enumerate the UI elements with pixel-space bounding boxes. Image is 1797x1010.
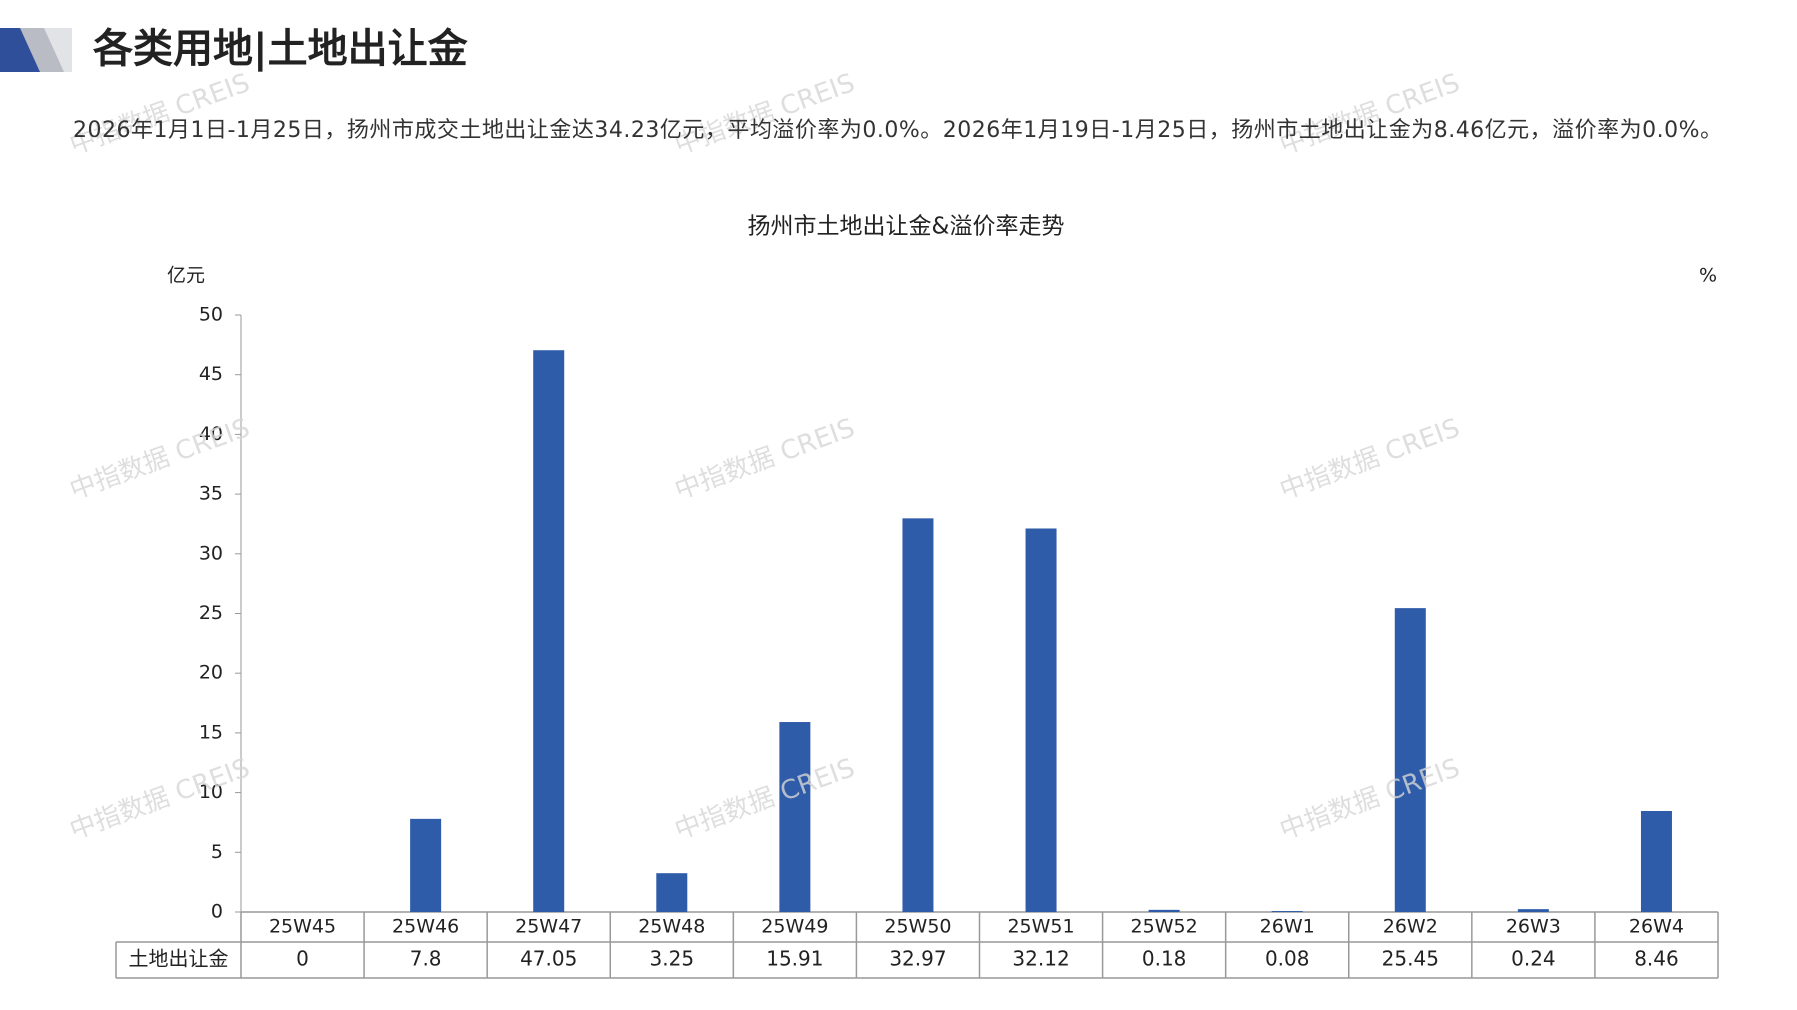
y-tick-label: 50: [199, 304, 223, 326]
header-title: 各类用地|土地出让金: [93, 26, 469, 73]
table-value: 47.05: [520, 947, 577, 971]
bar: [410, 818, 442, 912]
table-value: 7.8: [410, 947, 442, 971]
x-tick-label: 25W52: [1131, 916, 1198, 938]
watermark: 中指数据 CREIS: [1276, 413, 1464, 506]
y-tick-label: 20: [199, 662, 223, 684]
y2-axis-unit: %: [1699, 265, 1717, 287]
chart-title: 扬州市土地出让金&溢价率走势: [748, 214, 1065, 240]
x-tick-label: 26W2: [1383, 916, 1438, 938]
watermark: 中指数据 CREIS: [671, 753, 859, 846]
summary-text: 2026年1月1日-1月25日，扬州市成交土地出让金达34.23亿元，平均溢价率…: [73, 118, 1723, 143]
table-value: 0.18: [1142, 947, 1187, 971]
watermark: 中指数据 CREIS: [671, 413, 859, 506]
y-tick-label: 45: [199, 363, 223, 385]
y-tick-label: 40: [199, 423, 223, 445]
bar: [1025, 528, 1057, 912]
bar: [1271, 911, 1303, 912]
y-tick-label: 25: [199, 602, 223, 624]
bar: [1148, 909, 1180, 912]
bar: [533, 350, 565, 912]
x-tick-label: 25W47: [515, 916, 582, 938]
legend-label: 土地出让金: [129, 947, 229, 971]
x-tick-label: 25W51: [1007, 916, 1074, 938]
y-tick-label: 15: [199, 721, 223, 743]
watermark: 中指数据 CREIS: [1276, 753, 1464, 846]
table-value: 15.91: [766, 947, 823, 971]
x-tick-label: 25W49: [761, 916, 828, 938]
x-tick-label: 26W3: [1506, 916, 1561, 938]
bar: [902, 518, 934, 912]
x-tick-label: 25W48: [638, 916, 705, 938]
watermark: 中指数据 CREIS: [66, 413, 254, 506]
x-tick-label: 25W46: [392, 916, 459, 938]
bar: [656, 873, 688, 912]
table-value: 0.08: [1265, 947, 1310, 971]
table-value: 0: [296, 947, 309, 971]
y-tick-label: 30: [199, 542, 223, 564]
bar: [779, 722, 811, 912]
bar: [1517, 909, 1549, 912]
x-tick-label: 26W4: [1629, 916, 1684, 938]
table-value: 25.45: [1382, 947, 1439, 971]
y-tick-label: 0: [211, 901, 223, 923]
y-axis-unit: 亿元: [167, 265, 205, 287]
watermark: 中指数据 CREIS: [66, 753, 254, 846]
y-tick-label: 35: [199, 483, 223, 505]
table-value: 0.24: [1511, 947, 1556, 971]
y-tick-label: 10: [199, 781, 223, 803]
x-tick-label: 26W1: [1260, 916, 1315, 938]
table-value: 32.12: [1012, 947, 1069, 971]
y-tick-label: 5: [211, 841, 223, 863]
x-tick-label: 25W50: [884, 916, 951, 938]
header-icon: [44, 28, 72, 72]
bar: [1640, 810, 1672, 912]
table-value: 8.46: [1634, 947, 1679, 971]
table-value: 3.25: [650, 947, 695, 971]
x-tick-label: 25W45: [269, 916, 336, 938]
bar: [1394, 608, 1426, 912]
table-value: 32.97: [889, 947, 946, 971]
